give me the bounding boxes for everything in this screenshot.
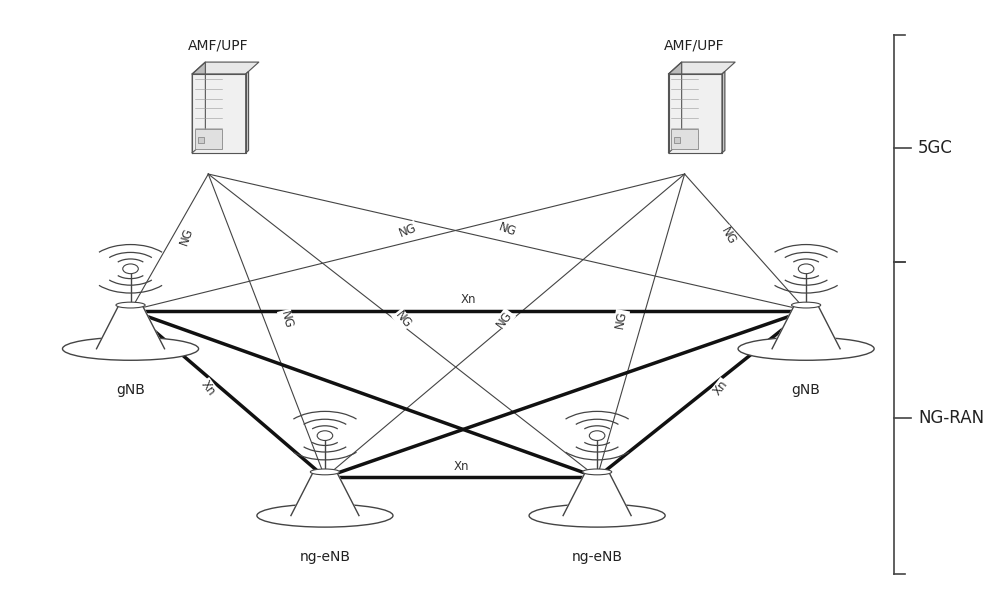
Polygon shape xyxy=(192,62,205,153)
Circle shape xyxy=(317,430,333,440)
Polygon shape xyxy=(722,71,725,153)
FancyBboxPatch shape xyxy=(195,129,222,149)
Text: ng-eNB: ng-eNB xyxy=(299,550,350,564)
Text: AMF/UPF: AMF/UPF xyxy=(664,39,725,53)
Polygon shape xyxy=(246,71,249,153)
Text: NG: NG xyxy=(278,309,294,330)
Polygon shape xyxy=(563,472,631,515)
Text: AMF/UPF: AMF/UPF xyxy=(188,39,248,53)
Polygon shape xyxy=(669,74,722,153)
Ellipse shape xyxy=(583,469,612,475)
Ellipse shape xyxy=(529,504,665,527)
Polygon shape xyxy=(669,62,682,153)
Polygon shape xyxy=(192,74,246,153)
Bar xyxy=(198,137,204,143)
Text: Xn: Xn xyxy=(461,293,476,306)
Ellipse shape xyxy=(257,504,393,527)
FancyBboxPatch shape xyxy=(671,129,698,149)
Text: ng-eNB: ng-eNB xyxy=(572,550,623,564)
Text: NG: NG xyxy=(392,309,413,331)
Text: NG: NG xyxy=(494,309,515,331)
Circle shape xyxy=(123,264,138,274)
Ellipse shape xyxy=(738,337,874,360)
Text: NG: NG xyxy=(397,221,418,239)
Text: Xn: Xn xyxy=(198,378,218,398)
Text: NG: NG xyxy=(497,221,518,239)
Text: Xn: Xn xyxy=(453,460,469,473)
Text: NG: NG xyxy=(613,310,629,330)
Ellipse shape xyxy=(116,302,145,308)
Text: gNB: gNB xyxy=(116,383,145,397)
Text: gNB: gNB xyxy=(792,383,821,397)
Ellipse shape xyxy=(310,469,340,475)
Text: NG: NG xyxy=(178,226,196,247)
Bar xyxy=(674,137,680,143)
Text: Xn: Xn xyxy=(711,378,731,398)
Polygon shape xyxy=(291,472,359,515)
Text: NG: NG xyxy=(718,225,738,247)
Ellipse shape xyxy=(792,302,821,308)
Polygon shape xyxy=(669,62,735,74)
Polygon shape xyxy=(97,305,165,349)
Ellipse shape xyxy=(62,337,199,360)
Circle shape xyxy=(589,430,605,440)
Text: 5GC: 5GC xyxy=(918,139,953,157)
Polygon shape xyxy=(192,62,259,74)
Circle shape xyxy=(798,264,814,274)
Text: NG-RAN: NG-RAN xyxy=(918,409,984,427)
Polygon shape xyxy=(772,305,840,349)
